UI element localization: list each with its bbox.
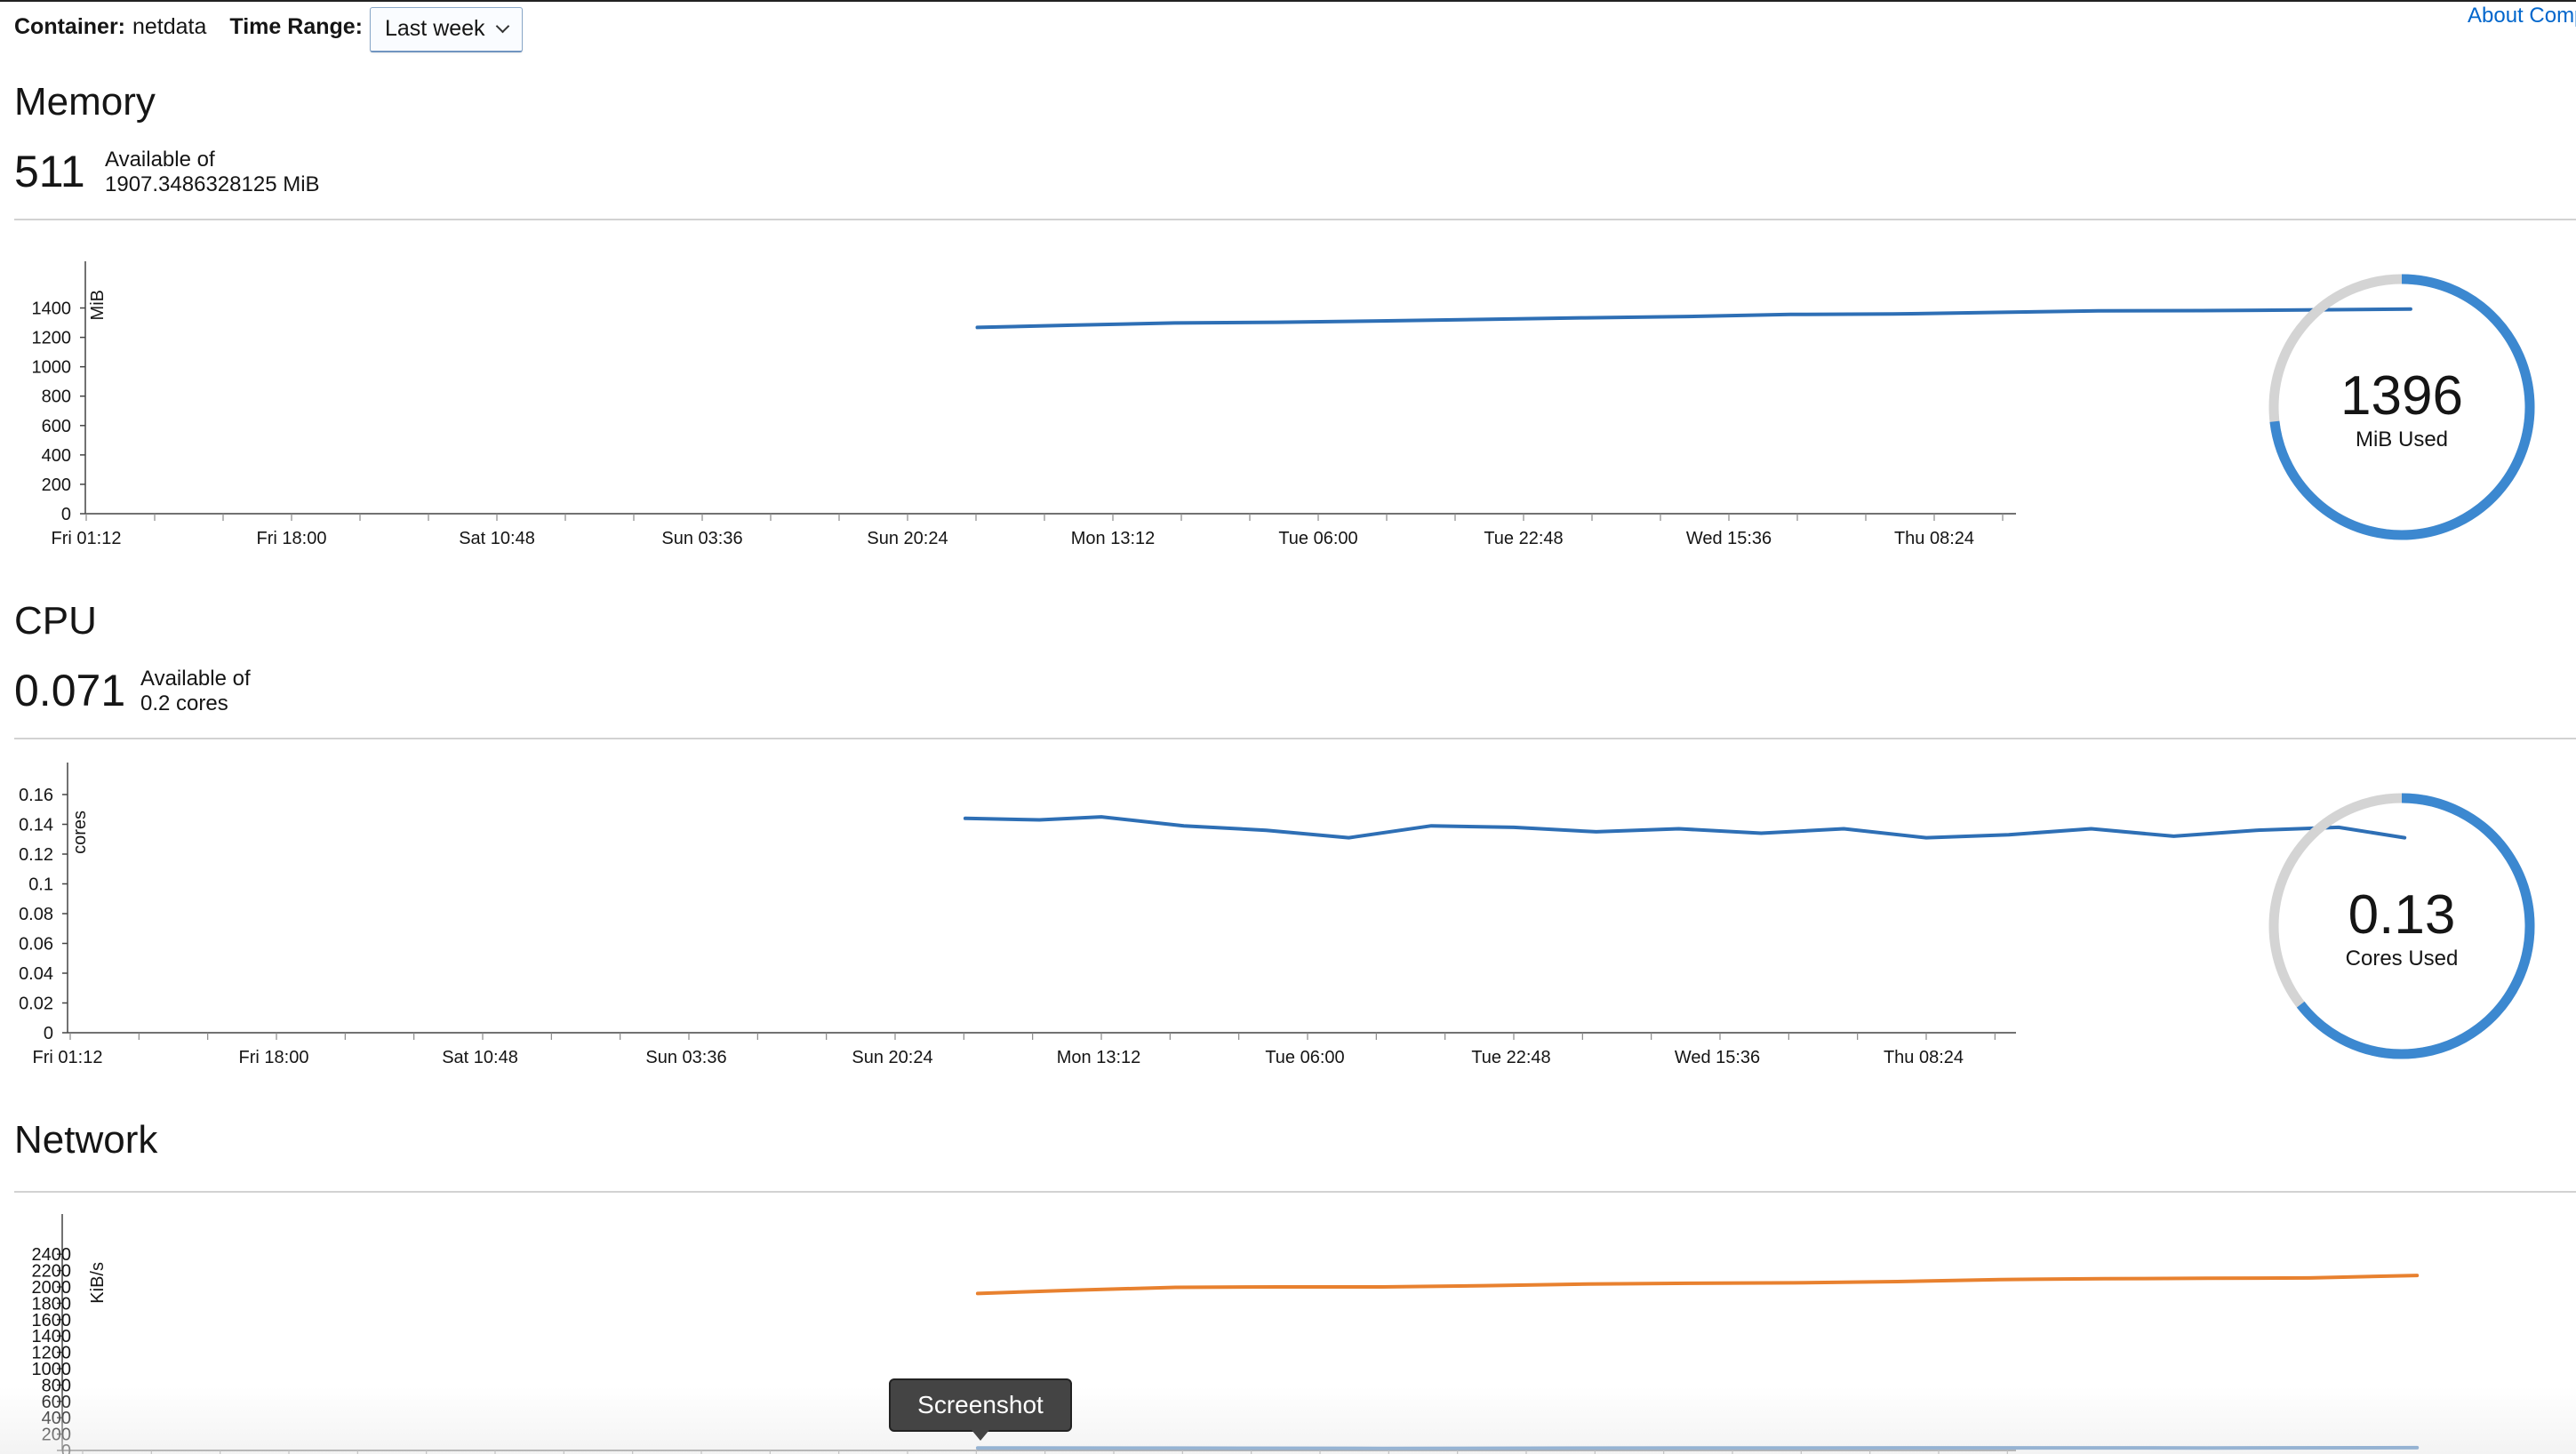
- network-title: Network: [14, 1118, 158, 1162]
- network-y-tick-label: 1400: [32, 1327, 72, 1346]
- cpu-x-tick-label: Fri 01:12: [33, 1048, 103, 1067]
- cpu-y-tick-label: 0.08: [19, 905, 53, 924]
- memory-donut-ring: [2268, 274, 2535, 540]
- memory-x-tick-label: Wed 15:36: [1686, 529, 1772, 548]
- memory-y-tick-label: 1200: [32, 329, 72, 348]
- memory-donut: 1396 MiB Used: [2260, 265, 2544, 549]
- memory-x-tick-label: Sun 03:36: [661, 529, 742, 548]
- cpu-y-tick-label: 0.16: [19, 786, 53, 805]
- memory-available-of: Available of: [105, 148, 215, 172]
- network-y-unit-label: KiB/s: [88, 1262, 108, 1304]
- cpu-x-tick-label: Sun 20:24: [852, 1048, 932, 1067]
- cpu-chart: 0 0.02 0.04 0.06 0.08 0.1 0.12 0.14 0.16 cores Fri…: [19, 763, 2407, 1067]
- time-range-selected: Last week: [385, 16, 485, 41]
- memory-y-unit-label: MiB: [88, 290, 108, 320]
- memory-x-tick-label: Sun 20:24: [867, 529, 948, 548]
- cpu-x-tick-label: Tue 22:48: [1471, 1048, 1550, 1067]
- cpu-donut-used-arc: [2296, 793, 2535, 1059]
- memory-available-caption: Available of 1907.3486328125 MiB: [105, 148, 320, 197]
- cpu-x-tick-label: Wed 15:36: [1675, 1048, 1760, 1067]
- network-divider: [14, 1191, 2576, 1193]
- cpu-y-tick-label: 0.1: [28, 875, 53, 895]
- cpu-series-line-1: [963, 815, 2407, 840]
- memory-used-unit: MiB Used: [2355, 427, 2449, 451]
- cpu-x-tick-label: Fri 18:00: [239, 1048, 309, 1067]
- memory-y-tick-label: 600: [42, 417, 71, 436]
- cpu-used-unit: Cores Used: [2345, 947, 2459, 971]
- network-y-tick-label: 1800: [32, 1294, 72, 1314]
- memory-used-value: 1396: [2340, 365, 2463, 427]
- cpu-x-tick-label: Sat 10:48: [442, 1048, 518, 1067]
- memory-divider: [14, 219, 2576, 220]
- cpu-y-unit-label: cores: [70, 811, 90, 854]
- network-series-line-1: [975, 1274, 2420, 1296]
- network-y-tick-label: 2200: [32, 1262, 72, 1282]
- cpu-donut-ring: [2268, 793, 2535, 1059]
- toolbar: Container: netdata Time Range: Last week: [14, 6, 523, 52]
- container-label: Container:: [14, 13, 125, 39]
- memory-donut-used-arc: [2269, 274, 2535, 540]
- network-y-tick-label: 2400: [32, 1245, 72, 1265]
- memory-y-tick-label: 1000: [32, 358, 72, 378]
- memory-x-tick-label: Fri 01:12: [52, 529, 122, 548]
- time-range-label: Time Range:: [229, 13, 363, 39]
- memory-y-tick-label: 1400: [32, 300, 72, 319]
- top-border: [0, 0, 2576, 2]
- memory-y-tick-label: 200: [42, 475, 71, 495]
- memory-chart: 0 200 400 600 800 1000 1200 1400 MiB Fri 01:12 Fri…: [32, 261, 2412, 548]
- cpu-y-tick-label: 0.12: [19, 845, 53, 865]
- memory-title: Memory: [14, 80, 156, 124]
- cpu-total: 0.2 cores: [140, 691, 228, 715]
- cpu-divider: [14, 738, 2576, 739]
- memory-x-tick-label: Mon 13:12: [1071, 529, 1156, 548]
- time-range-select[interactable]: Last week: [370, 6, 523, 52]
- container-value: netdata: [132, 13, 207, 39]
- cpu-title: CPU: [14, 599, 97, 643]
- about-link[interactable]: About Comp: [2468, 4, 2576, 28]
- memory-y-tick-label: 0: [61, 505, 71, 524]
- network-series-line-2: [975, 1445, 2420, 1450]
- memory-total: 1907.3486328125 MiB: [105, 172, 320, 196]
- cpu-x-tick-label: Sun 03:36: [645, 1048, 726, 1067]
- memory-y-tick-label: 800: [42, 387, 71, 407]
- cpu-x-tick-label: Thu 08:24: [1884, 1048, 1964, 1067]
- memory-x-tick-label: Fri 18:00: [257, 529, 327, 548]
- memory-series-line-1: [975, 307, 2412, 330]
- memory-y-tick-label: 400: [42, 446, 71, 466]
- cpu-y-tick-label: 0.04: [19, 964, 53, 984]
- cpu-y-tick-label: 0.06: [19, 935, 53, 955]
- screenshot-tooltip: Screenshot: [889, 1378, 1072, 1441]
- memory-available-value: 511: [14, 147, 85, 196]
- network-y-tick-label: 1000: [32, 1360, 72, 1379]
- network-y-tick-label: 1600: [32, 1311, 72, 1330]
- memory-x-tick-label: Tue 06:00: [1278, 529, 1357, 548]
- cpu-y-tick-label: 0.14: [19, 816, 53, 835]
- cpu-x-tick-label: Tue 06:00: [1265, 1048, 1344, 1067]
- cpu-used-value: 0.13: [2348, 884, 2456, 946]
- memory-x-tick-label: Thu 08:24: [1894, 529, 1974, 548]
- cpu-x-tick-label: Mon 13:12: [1057, 1048, 1141, 1067]
- cpu-y-tick-label: 0.02: [19, 995, 53, 1014]
- cpu-available-of: Available of: [140, 667, 251, 691]
- cpu-donut: 0.13 Cores Used: [2260, 784, 2544, 1068]
- memory-x-tick-label: Sat 10:48: [459, 529, 535, 548]
- cpu-available-value: 0.071: [14, 666, 126, 715]
- cpu-available-caption: Available of 0.2 cores: [140, 667, 251, 716]
- memory-x-tick-label: Tue 22:48: [1484, 529, 1563, 548]
- network-y-tick-label: 1200: [32, 1344, 72, 1363]
- cpu-y-tick-label: 0: [44, 1024, 53, 1043]
- network-y-tick-label: 2000: [32, 1278, 72, 1298]
